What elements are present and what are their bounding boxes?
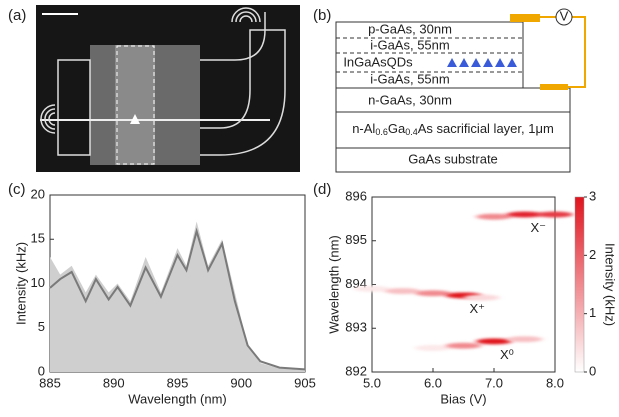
colorbar-tick-label: 0	[589, 363, 596, 378]
x-tick-label: 885	[39, 375, 61, 390]
layer-label: i-GaAs, 55nm	[370, 37, 449, 52]
x-axis-label: Wavelength (nm)	[128, 391, 227, 406]
x-tick-label: 6.0	[424, 375, 442, 390]
text-part: Ga	[388, 121, 406, 136]
layer-label: InGaAsQDs	[343, 54, 413, 69]
state-label: X⁰	[500, 347, 514, 362]
layer-label: GaAs substrate	[408, 151, 498, 166]
layer-label: p-GaAs, 30nm	[368, 21, 452, 36]
meter-label: V	[560, 8, 569, 23]
x-tick-label: 7.0	[485, 375, 503, 390]
y-tick-label: 893	[345, 320, 367, 335]
panel-label: (b)	[313, 7, 331, 24]
subscript: 0.6	[375, 127, 388, 137]
x-tick-label: 890	[103, 375, 125, 390]
colorbar-tick-label: 1	[589, 305, 596, 320]
intensity-streak	[463, 294, 500, 301]
y-tick-label: 20	[31, 186, 45, 201]
y-tick-label: 896	[345, 188, 367, 203]
intensity-streak	[354, 285, 390, 292]
micrograph	[36, 5, 300, 172]
layer-diagram: V p-GaAs, 30nm i-GaAs, 55nm InGaAsQDs i-…	[335, 8, 586, 173]
colorbar	[574, 196, 585, 373]
intensity-streak	[415, 290, 451, 297]
layer-label: n-Al0.6Ga0.4As sacrificial layer, 1μm	[352, 121, 554, 137]
y-tick-label: 5	[38, 319, 45, 334]
intensity-streak	[415, 344, 451, 351]
text-part: As sacrificial layer, 1μm	[418, 121, 554, 136]
x-tick-label: 5.0	[363, 375, 381, 390]
y-axis-label: Intensity (kHz)	[13, 242, 28, 325]
intensity-streak	[445, 342, 482, 349]
fit-line	[49, 227, 306, 371]
intensity-streak	[537, 211, 573, 218]
panel-label: (c)	[8, 181, 26, 198]
x-tick-label: 905	[294, 375, 316, 390]
intensity-streak	[506, 211, 543, 218]
panel-label: (a)	[8, 7, 26, 24]
state-label: X⁻	[531, 220, 547, 235]
y-tick-label: 892	[345, 363, 367, 378]
spectrum-area	[50, 221, 305, 372]
x-tick-label: 900	[230, 375, 252, 390]
y-tick-label: 15	[31, 231, 45, 246]
colorbar-tick-label: 3	[589, 188, 596, 203]
intensity-streak	[506, 336, 543, 343]
text-part: n-Al	[352, 121, 375, 136]
panel-label: (d)	[313, 181, 331, 198]
y-axis-label: Wavelength (nm)	[326, 235, 341, 334]
intensity-streak	[384, 288, 421, 295]
layer-label: n-GaAs, 30nm	[368, 92, 452, 107]
x-tick-label: 8.0	[546, 375, 564, 390]
colorbar-tick-label: 2	[589, 247, 596, 262]
intensity-streak	[476, 338, 512, 345]
x-axis-label: Bias (V)	[440, 391, 486, 406]
subscript: 0.4	[405, 127, 418, 137]
state-label: X⁺	[470, 301, 486, 316]
colorbar-label: Intensity (kHz)	[603, 243, 618, 326]
y-tick-label: 0	[38, 363, 45, 378]
x-tick-label: 895	[167, 375, 189, 390]
layer-label: i-GaAs, 55nm	[370, 71, 449, 86]
y-tick-label: 895	[345, 232, 367, 247]
y-tick-label: 10	[31, 275, 45, 290]
intensity-streak	[476, 213, 512, 220]
